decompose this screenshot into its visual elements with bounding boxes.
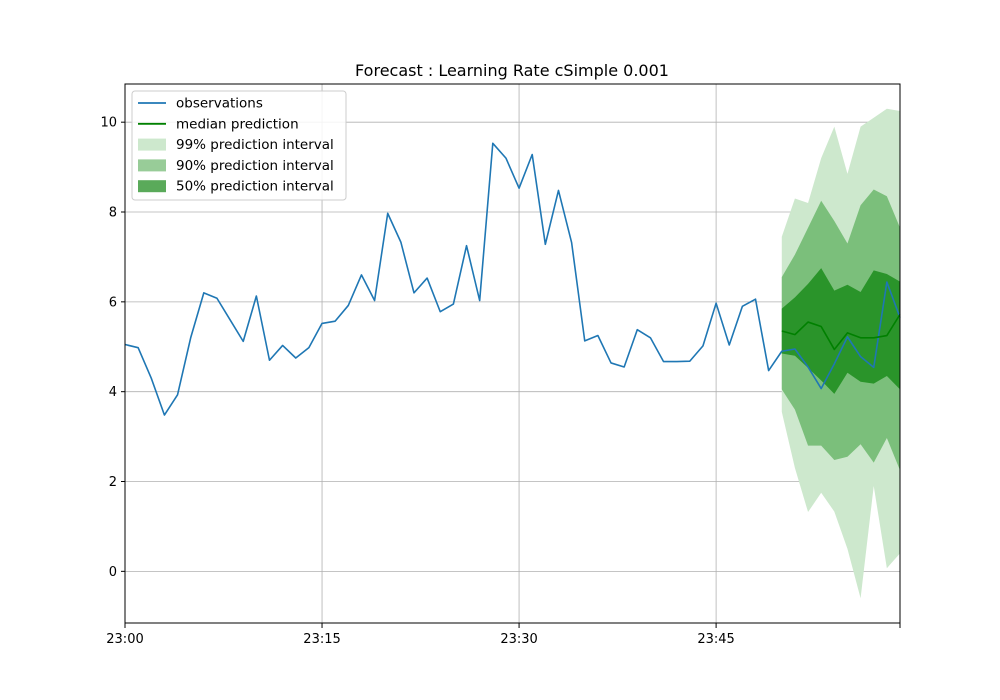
legend-patch-swatch xyxy=(138,180,166,193)
plot-frame xyxy=(124,83,901,624)
legend-label: observations xyxy=(176,96,263,112)
x-tick-label: 23:00 xyxy=(106,632,143,647)
legend: observations median prediction 99% predict… xyxy=(131,90,347,201)
y-tick-label: 2 xyxy=(109,475,117,490)
series-line-observations xyxy=(124,142,901,416)
legend-label: 99% prediction interval xyxy=(176,137,334,153)
legend-patch-swatch xyxy=(138,138,166,151)
x-tick-label: 23:15 xyxy=(303,632,340,647)
y-tick-label: 8 xyxy=(109,206,117,221)
x-tick-label: 23:45 xyxy=(697,632,734,647)
y-tick-label: 6 xyxy=(109,295,117,310)
chart-title: Forecast : Learning Rate cSimple 0.001 xyxy=(355,61,669,80)
y-tick-label: 10 xyxy=(100,116,117,131)
series-line-median-prediction xyxy=(781,313,901,351)
legend-box xyxy=(131,90,347,201)
prediction-intervals xyxy=(781,108,900,599)
plot-axes xyxy=(124,83,901,624)
legend-label: 90% prediction interval xyxy=(176,158,334,174)
x-tick-label: 23:30 xyxy=(500,632,537,647)
legend-label: 50% prediction interval xyxy=(176,179,334,195)
y-tick-label: 0 xyxy=(109,565,117,580)
y-tick-label: 4 xyxy=(109,385,117,400)
tick-labels: 0 2 4 6 8 10 23:00 23:15 23:30 23:45 xyxy=(100,116,901,647)
band-50-prediction-interval xyxy=(781,268,900,394)
series-lines xyxy=(124,142,901,416)
legend-patch-swatch xyxy=(138,159,166,172)
legend-label: median prediction xyxy=(176,116,299,132)
